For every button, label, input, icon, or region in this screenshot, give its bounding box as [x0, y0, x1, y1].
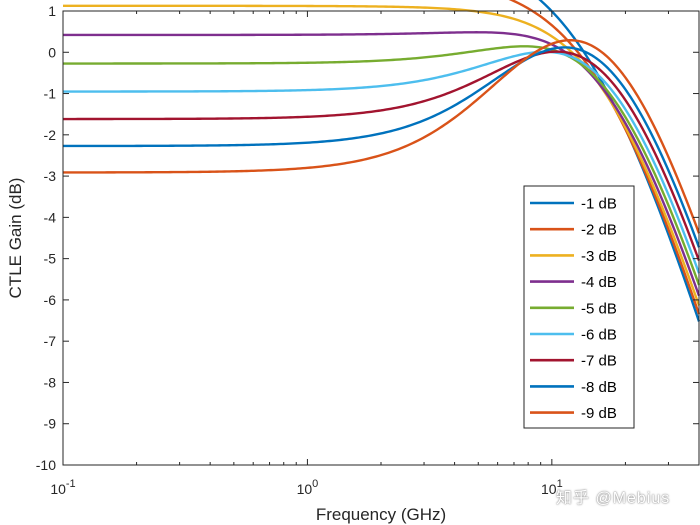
series-group [63, 0, 700, 322]
y-tick-label: -1 [44, 86, 57, 102]
y-tick-label: 1 [48, 3, 56, 19]
y-tick-label: -3 [44, 168, 57, 184]
watermark: 知乎 @Mebius [556, 490, 671, 507]
x-axis-title: Frequency (GHz) [316, 505, 446, 524]
y-tick-label: -7 [44, 333, 57, 349]
series-line-9 [63, 39, 700, 234]
legend-label-4: -4 dB [581, 274, 617, 291]
y-tick-label: 0 [48, 44, 56, 60]
y-tick-label: -9 [44, 416, 57, 432]
y-tick-label: -6 [44, 292, 57, 308]
y-tick-label: -5 [44, 251, 57, 267]
legend: -1 dB -2 dB -3 dB -4 dB -5 dB -6 dB -7 dB -8 dB… [523, 185, 635, 429]
x-tick-label: 101 [541, 478, 563, 497]
y-tick-label: -10 [36, 457, 56, 473]
legend-items: -1 dB -2 dB -3 dB -4 dB -5 dB -6 dB -7 dB -8 dB… [530, 196, 617, 422]
legend-label-5: -5 dB [581, 300, 617, 317]
series-line-1 [538, 0, 700, 322]
series-line-6 [63, 50, 700, 274]
legend-label-2: -2 dB [581, 222, 617, 239]
y-tick-label: -8 [44, 374, 57, 390]
series-line-2 [508, 0, 700, 315]
legend-label-1: -1 dB [581, 196, 617, 213]
y-tick-label: -4 [44, 209, 57, 225]
legend-label-8: -8 dB [581, 379, 617, 396]
legend-label-9: -9 dB [581, 405, 617, 422]
ticks-group [62, 10, 700, 466]
legend-label-6: -6 dB [581, 327, 617, 344]
legend-label-7: -7 dB [581, 353, 617, 370]
x-tick-label: 100 [297, 478, 319, 497]
series-line-4 [63, 31, 700, 297]
series-line-8 [63, 46, 700, 248]
legend-label-3: -3 dB [581, 248, 617, 265]
y-tick-label: -2 [44, 127, 57, 143]
x-tick-label: 10-1 [50, 478, 75, 497]
series-line-7 [63, 50, 700, 262]
y-axis-title: CTLE Gain (dB) [6, 178, 25, 299]
series-line-5 [63, 45, 700, 286]
